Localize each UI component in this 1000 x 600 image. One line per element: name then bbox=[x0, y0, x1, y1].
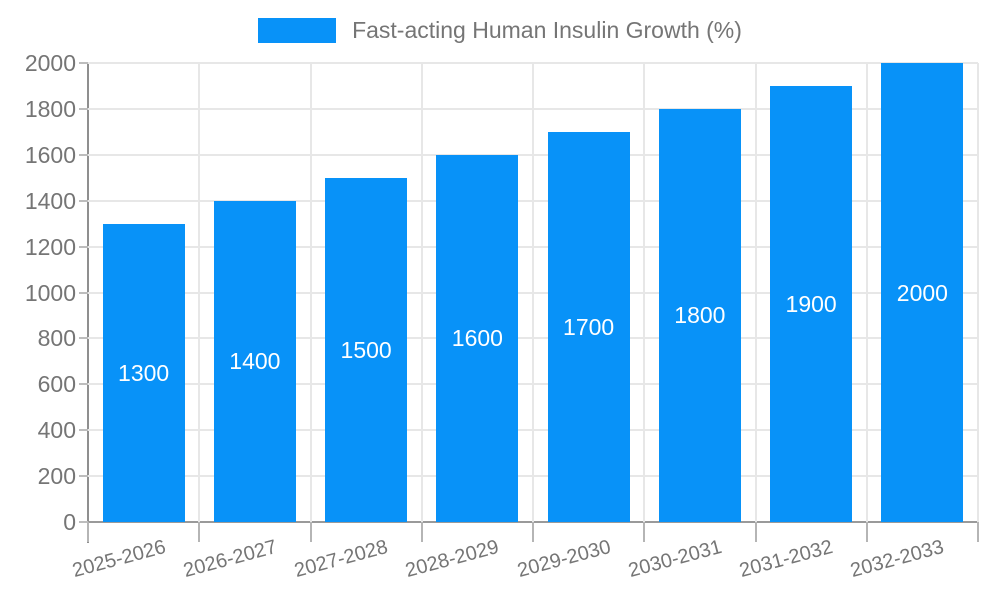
y-axis-tick-mark bbox=[79, 153, 88, 156]
y-axis-tick-mark bbox=[79, 337, 88, 340]
bar[interactable] bbox=[881, 63, 964, 522]
v-gridline bbox=[198, 63, 201, 522]
v-gridline bbox=[309, 63, 312, 522]
y-axis-tick-mark bbox=[79, 383, 88, 386]
y-axis-tick-label: 1400 bbox=[24, 187, 76, 214]
y-axis-tick-label: 800 bbox=[37, 325, 76, 352]
bar[interactable] bbox=[658, 108, 741, 522]
plot-area: 1300 1400 1500 1600 1700 1800 1900 2000 bbox=[88, 62, 979, 523]
y-axis-tick-label: 1200 bbox=[24, 233, 76, 260]
y-axis-tick-mark bbox=[79, 62, 88, 64]
legend-swatch bbox=[258, 18, 337, 43]
v-gridline bbox=[643, 63, 646, 522]
y-axis-tick-label: 1800 bbox=[24, 95, 76, 122]
bar[interactable] bbox=[770, 85, 853, 522]
y-axis-tick-label: 2000 bbox=[24, 50, 76, 76]
y-axis-tick-label: 200 bbox=[37, 463, 76, 490]
v-gridline bbox=[532, 63, 534, 522]
bar[interactable] bbox=[213, 200, 296, 522]
v-gridline bbox=[865, 63, 868, 522]
x-axis-tick-mark bbox=[420, 522, 423, 542]
x-axis-tick-mark bbox=[532, 522, 534, 542]
bar[interactable] bbox=[325, 177, 408, 522]
y-axis-tick-label: 1600 bbox=[24, 141, 76, 168]
y-axis-tick-mark bbox=[79, 475, 88, 478]
y-axis-tick-label: 400 bbox=[37, 417, 76, 444]
v-gridline bbox=[754, 63, 757, 522]
y-axis-tick-mark bbox=[79, 245, 88, 248]
y-axis-tick-mark bbox=[79, 521, 88, 523]
y-axis-line bbox=[87, 63, 89, 543]
x-axis-tick-mark bbox=[865, 522, 868, 542]
x-axis-tick-mark bbox=[309, 522, 312, 542]
x-axis-tick-mark bbox=[643, 522, 646, 542]
bar[interactable] bbox=[547, 131, 630, 522]
x-axis-tick-mark bbox=[87, 522, 89, 542]
y-axis-tick-mark bbox=[79, 107, 88, 110]
x-axis-tick-mark bbox=[977, 522, 979, 542]
y-axis-tick-label: 600 bbox=[37, 371, 76, 398]
legend-item[interactable]: Fast-acting Human Insulin Growth (%) bbox=[258, 18, 742, 43]
x-axis-tick-mark bbox=[754, 522, 757, 542]
legend-label: Fast-acting Human Insulin Growth (%) bbox=[352, 17, 742, 43]
y-axis-tick-mark bbox=[79, 199, 88, 202]
y-axis-tick-mark bbox=[79, 429, 88, 432]
legend: Fast-acting Human Insulin Growth (%) bbox=[0, 18, 1000, 43]
x-axis-tick-mark bbox=[198, 522, 201, 542]
bar[interactable] bbox=[436, 154, 519, 522]
v-gridline bbox=[977, 63, 979, 522]
v-gridline bbox=[420, 63, 423, 522]
y-axis-tick-label: 1000 bbox=[24, 279, 76, 306]
bar[interactable] bbox=[102, 223, 185, 522]
y-axis-tick-label: 0 bbox=[63, 509, 76, 535]
y-axis-tick-mark bbox=[79, 291, 88, 294]
